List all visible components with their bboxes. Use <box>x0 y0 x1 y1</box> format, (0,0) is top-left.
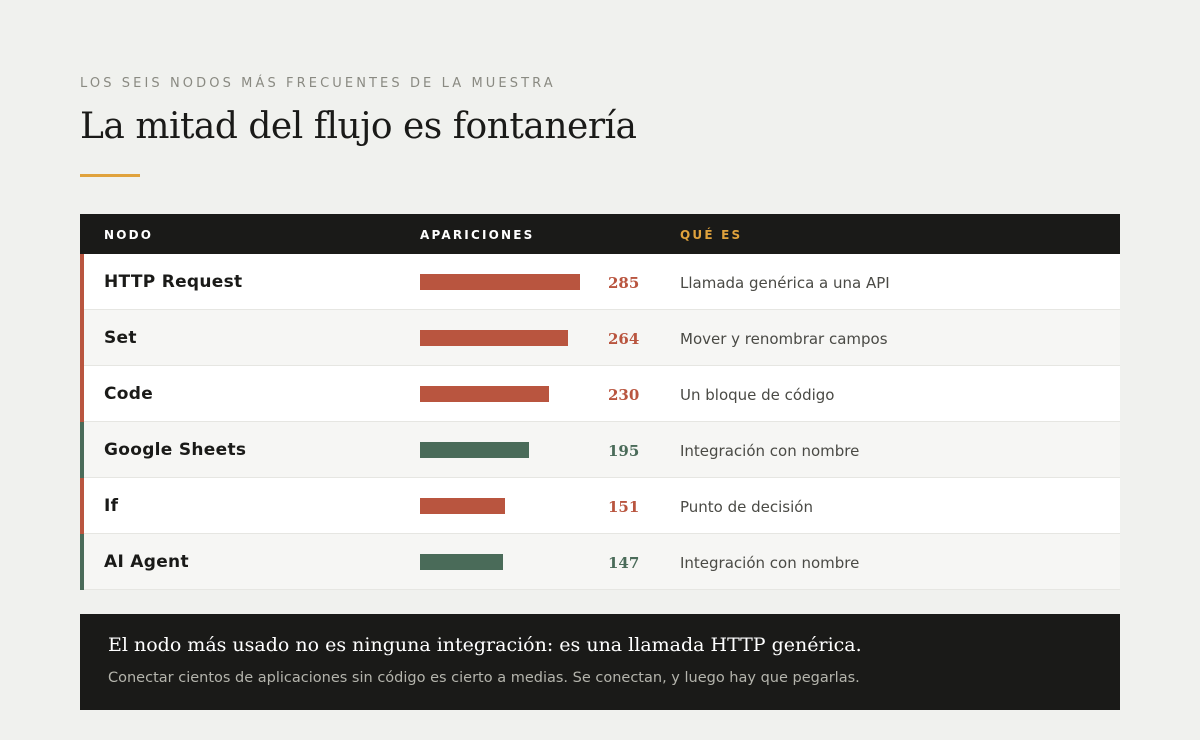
row-category-marker <box>80 254 84 310</box>
row-category-marker <box>80 478 84 534</box>
node-name: Code <box>104 384 154 404</box>
table-row: AI Agent 147 Integración con nombre <box>80 534 1120 590</box>
node-name: Set <box>104 328 137 348</box>
count-value: 151 <box>608 498 640 516</box>
node-description: Punto de decisión <box>680 498 813 516</box>
node-table: NODO APARICIONES QUÉ ES HTTP Request 285 L… <box>80 214 1120 590</box>
count-bar <box>420 498 505 514</box>
callout-sub: Conectar cientos de aplicaciones sin cód… <box>108 670 860 686</box>
eyebrow: LOS SEIS NODOS MÁS FRECUENTES DE LA MUES… <box>80 76 556 91</box>
table-body: HTTP Request 285 Llamada genérica a una AP… <box>80 254 1120 590</box>
page-title: La mitad del flujo es fontanería <box>80 106 637 147</box>
node-description: Llamada genérica a una API <box>680 274 890 292</box>
count-value: 195 <box>608 442 640 460</box>
node-name: AI Agent <box>104 552 189 572</box>
count-bar <box>420 442 529 458</box>
column-header-node: NODO <box>104 228 154 242</box>
column-header-count: APARICIONES <box>420 228 535 242</box>
count-value: 147 <box>608 554 640 572</box>
callout-main: El nodo más usado no es ninguna integrac… <box>108 634 862 656</box>
table-row: HTTP Request 285 Llamada genérica a una AP… <box>80 254 1120 310</box>
node-description: Un bloque de código <box>680 386 835 404</box>
table-header: NODO APARICIONES QUÉ ES <box>80 214 1120 254</box>
row-category-marker <box>80 366 84 422</box>
table-row: Google Sheets 195 Integración con nombre <box>80 422 1120 478</box>
node-name: If <box>104 496 119 516</box>
count-value: 230 <box>608 386 640 404</box>
node-name: Google Sheets <box>104 440 247 460</box>
node-description: Mover y renombrar campos <box>680 330 888 348</box>
node-description: Integración con nombre <box>680 442 860 460</box>
count-value: 285 <box>608 274 640 292</box>
row-category-marker <box>80 534 84 590</box>
column-header-what: QUÉ ES <box>680 228 743 242</box>
callout-box: El nodo más usado no es ninguna integrac… <box>80 614 1120 710</box>
count-bar <box>420 274 580 290</box>
count-value: 264 <box>608 330 640 348</box>
row-category-marker <box>80 310 84 366</box>
table-row: Set 264 Mover y renombrar campos <box>80 310 1120 366</box>
count-bar <box>420 330 568 346</box>
row-category-marker <box>80 422 84 478</box>
table-row: If 151 Punto de decisión <box>80 478 1120 534</box>
node-description: Integración con nombre <box>680 554 860 572</box>
count-bar <box>420 554 503 570</box>
count-bar <box>420 386 549 402</box>
title-underline <box>80 174 140 177</box>
table-row: Code 230 Un bloque de código <box>80 366 1120 422</box>
node-name: HTTP Request <box>104 272 243 292</box>
